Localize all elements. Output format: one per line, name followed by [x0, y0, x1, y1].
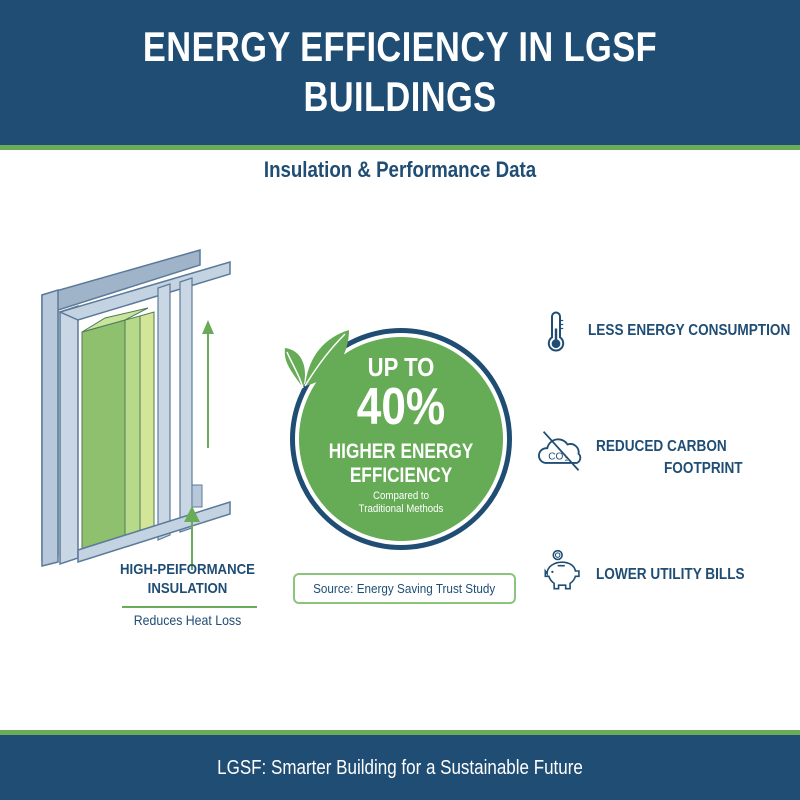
subtitle: Insulation & Performance Data: [263, 157, 537, 182]
header-accent-stripe: [0, 145, 800, 150]
badge-line-2: EFFICIENCY: [349, 464, 453, 487]
badge-ring: [290, 328, 512, 550]
title-line-2: BUILDINGS: [303, 73, 497, 120]
badge-percent: 40%: [356, 378, 446, 436]
source-citation: Source: Energy Saving Trust Study: [293, 573, 516, 604]
title-line-1: ENERGY EFFICIENCY IN LGSF: [142, 23, 658, 70]
benefit-lower-bills: LOWER UTILITY BILLS: [540, 548, 771, 594]
benefit-label: LOWER UTILITY BILLS: [596, 564, 745, 586]
piggy-bank-icon: [544, 549, 580, 590]
insulation-label-line-1: HIGH-PEIFORMANCE: [120, 561, 255, 578]
leaf-icon: [284, 330, 349, 389]
badge-fill: [299, 337, 503, 541]
page-title: ENERGY EFFICIENCY IN LGSF BUILDINGS: [72, 22, 728, 122]
efficiency-badge: UP TO 40% HIGHER ENERGY EFFICIENCY Compa…: [284, 318, 525, 558]
benefit-label-line-2: FOOTPRINT: [664, 460, 743, 477]
badge-up-to: UP TO: [367, 352, 435, 382]
co2-crossed-cloud-icon: CO 2: [538, 431, 582, 471]
svg-text:CO: CO: [548, 451, 563, 462]
benefit-less-energy: LESS ENERGY CONSUMPTION: [540, 310, 800, 355]
badge-note-1: Compared to: [373, 490, 429, 502]
footer-tagline: LGSF: Smarter Building for a Sustainable…: [217, 757, 583, 779]
steel-frame-insulation-illustration: [41, 249, 231, 570]
header-banner: ENERGY EFFICIENCY IN LGSF BUILDINGS: [0, 0, 800, 145]
benefit-label: REDUCED CARBON FOOTPRINT: [596, 436, 743, 480]
insulation-sublabel: Reduces Heat Loss: [133, 612, 242, 628]
benefit-label: LESS ENERGY CONSUMPTION: [588, 320, 790, 342]
thermometer-icon: [547, 311, 565, 352]
insulation-label: HIGH-PEIFORMANCE INSULATION: [115, 560, 260, 598]
benefit-reduced-carbon: CO 2 REDUCED CARBON FOOTPRINT: [536, 428, 768, 480]
svg-text:2: 2: [565, 456, 569, 463]
benefit-label-line-1: LOWER UTILITY BILLS: [596, 566, 745, 583]
insulation-label-line-2: INSULATION: [147, 580, 228, 597]
benefit-label-line-1: LESS ENERGY CONSUMPTION: [588, 322, 791, 339]
source-text: Source: Energy Saving Trust Study: [313, 581, 496, 596]
footer-banner: LGSF: Smarter Building for a Sustainable…: [0, 735, 800, 800]
badge-line-1: HIGHER ENERGY: [328, 440, 474, 463]
benefit-label-line-1: REDUCED CARBON: [596, 438, 727, 455]
divider: [122, 606, 257, 608]
badge-note-2: Traditional Methods: [358, 503, 444, 515]
footer-accent-stripe: [0, 730, 800, 735]
